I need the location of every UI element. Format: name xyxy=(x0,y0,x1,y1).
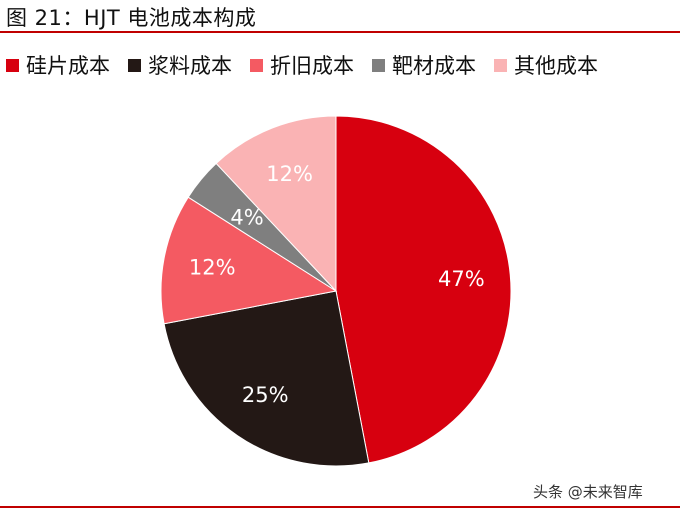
pie-slice-1 xyxy=(163,290,370,467)
slice-value-label: 12% xyxy=(189,255,236,279)
slice-value-label: 12% xyxy=(266,162,313,186)
title-divider xyxy=(0,31,680,33)
figure-title: 图 21：HJT 电池成本构成 xyxy=(6,6,257,30)
legend-item-other: 其他成本 xyxy=(494,50,598,80)
legend-item-paste: 浆料成本 xyxy=(128,50,232,80)
watermark: 头条 @未来智库 xyxy=(533,483,643,501)
pie-slice-2 xyxy=(160,196,338,325)
legend-label: 硅片成本 xyxy=(26,54,110,78)
legend-label: 折旧成本 xyxy=(270,54,354,78)
legend-swatch xyxy=(372,58,385,72)
pie-slice-0 xyxy=(335,115,512,464)
legend-item-depreciation: 折旧成本 xyxy=(250,50,354,80)
legend-label: 浆料成本 xyxy=(148,54,232,78)
legend-swatch xyxy=(128,58,141,72)
chart-legend: 硅片成本 浆料成本 折旧成本 靶材成本 其他成本 xyxy=(6,50,598,80)
slice-value-label: 47% xyxy=(438,267,485,291)
slice-value-label: 25% xyxy=(242,383,289,407)
bottom-divider xyxy=(0,506,680,508)
pie-slice-4 xyxy=(215,115,337,293)
legend-item-target-material: 靶材成本 xyxy=(372,50,476,80)
legend-item-silicon-wafer: 硅片成本 xyxy=(6,50,110,80)
legend-swatch xyxy=(250,58,263,72)
legend-swatch xyxy=(6,58,19,72)
legend-swatch xyxy=(494,58,507,72)
slice-value-label: 4% xyxy=(230,205,263,229)
legend-label: 靶材成本 xyxy=(392,54,476,78)
legend-label: 其他成本 xyxy=(514,54,598,78)
